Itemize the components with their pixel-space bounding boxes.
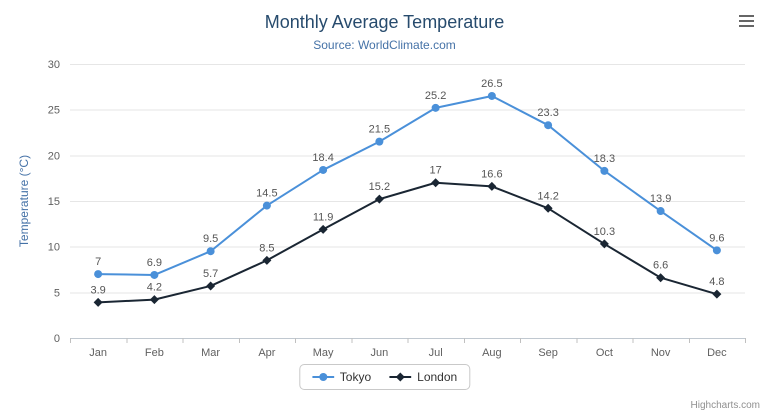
x-tick-label: Jul — [429, 347, 443, 359]
data-label-tokyo: 23.3 — [537, 107, 558, 119]
chart-subtitle: Source: WorldClimate.com — [313, 38, 456, 52]
x-tick-label: Dec — [707, 347, 727, 359]
hamburger-bar — [738, 25, 754, 27]
marker-tokyo[interactable] — [319, 165, 328, 174]
data-label-tokyo: 14.5 — [256, 188, 277, 200]
marker-tokyo[interactable] — [94, 270, 103, 279]
data-label-london: 17 — [430, 165, 442, 177]
x-tick-label: Nov — [651, 347, 671, 359]
y-tick-label: 30 — [48, 59, 60, 71]
marker-london[interactable] — [712, 289, 722, 299]
data-label-london: 15.2 — [369, 181, 390, 193]
legend-item-london[interactable]: London — [389, 370, 457, 384]
x-tick-label: Apr — [258, 347, 275, 359]
data-label-tokyo: 7 — [95, 256, 101, 268]
marker-london[interactable] — [656, 273, 666, 283]
series-line-london — [97, 181, 718, 304]
marker-tokyo[interactable] — [375, 137, 384, 146]
x-tick-label: Oct — [596, 347, 613, 359]
marker-london[interactable] — [543, 203, 553, 213]
marker-tokyo[interactable] — [262, 201, 271, 210]
y-tick-label: 25 — [48, 105, 60, 117]
y-tick-label: 15 — [48, 196, 60, 208]
marker-london[interactable] — [206, 281, 216, 291]
y-tick-label: 5 — [54, 287, 60, 299]
data-label-london: 14.2 — [537, 190, 558, 202]
hamburger-bar — [738, 15, 754, 17]
marker-tokyo[interactable] — [712, 246, 721, 255]
marker-london[interactable] — [262, 255, 272, 265]
x-tick-label: Mar — [201, 347, 220, 359]
data-label-tokyo: 21.5 — [369, 124, 390, 136]
data-label-london: 3.9 — [90, 284, 105, 296]
data-label-tokyo: 6.9 — [147, 257, 162, 269]
x-tick-label: May — [313, 347, 334, 359]
marker-tokyo[interactable] — [206, 247, 215, 256]
chart-title: Monthly Average Temperature — [264, 12, 505, 32]
y-tick-label: 20 — [48, 150, 60, 162]
data-label-london: 4.8 — [709, 276, 724, 288]
marker-london[interactable] — [599, 239, 609, 249]
data-label-london: 6.6 — [653, 260, 668, 272]
marker-tokyo[interactable] — [600, 166, 609, 175]
legend-marker-icon-tokyo — [311, 373, 334, 381]
data-label-london: 10.3 — [594, 226, 615, 238]
marker-tokyo[interactable] — [150, 270, 159, 279]
y-tick-label: 0 — [54, 333, 60, 345]
data-label-tokyo: 9.5 — [203, 233, 218, 245]
data-label-tokyo: 18.4 — [312, 152, 333, 164]
marker-tokyo[interactable] — [487, 91, 496, 100]
y-axis-title: Temperature (°C) — [17, 154, 31, 248]
series-line-tokyo — [97, 94, 718, 276]
x-tick-label: Feb — [145, 347, 164, 359]
legend-item-tokyo[interactable]: Tokyo — [311, 370, 372, 384]
x-tick-label: Jan — [89, 347, 107, 359]
x-tick-label: Jun — [371, 347, 389, 359]
hamburger-bar — [738, 20, 754, 22]
data-label-london: 4.2 — [147, 282, 162, 294]
marker-london[interactable] — [93, 297, 103, 307]
legend-label-london: London — [417, 370, 458, 384]
data-label-london: 16.6 — [481, 168, 502, 180]
marker-london[interactable] — [149, 295, 159, 305]
legend: Tokyo London — [298, 364, 471, 390]
data-label-tokyo: 26.5 — [481, 78, 502, 90]
x-tick-label: Sep — [538, 347, 558, 359]
marker-tokyo[interactable] — [544, 121, 553, 130]
marker-london[interactable] — [431, 178, 441, 188]
marker-london[interactable] — [318, 224, 328, 234]
data-label-tokyo: 18.3 — [594, 153, 615, 165]
credits-link[interactable]: Highcharts.com — [690, 400, 760, 411]
x-tick-label: Aug — [482, 347, 502, 359]
data-label-london: 11.9 — [313, 211, 334, 223]
legend-label-tokyo: Tokyo — [339, 370, 372, 384]
data-label-london: 5.7 — [203, 268, 218, 280]
data-label-tokyo: 13.9 — [650, 193, 671, 205]
legend-marker-icon-london — [389, 372, 412, 382]
context-menu-button[interactable] — [733, 10, 759, 32]
marker-london[interactable] — [487, 181, 497, 191]
hamburger-menu-icon — [738, 15, 754, 27]
marker-london[interactable] — [374, 194, 384, 204]
data-label-london: 8.5 — [259, 242, 274, 254]
marker-tokyo[interactable] — [656, 207, 665, 216]
data-label-tokyo: 9.6 — [709, 232, 724, 244]
marker-tokyo[interactable] — [431, 103, 440, 112]
data-label-tokyo: 25.2 — [425, 90, 446, 102]
y-tick-label: 10 — [48, 242, 60, 254]
